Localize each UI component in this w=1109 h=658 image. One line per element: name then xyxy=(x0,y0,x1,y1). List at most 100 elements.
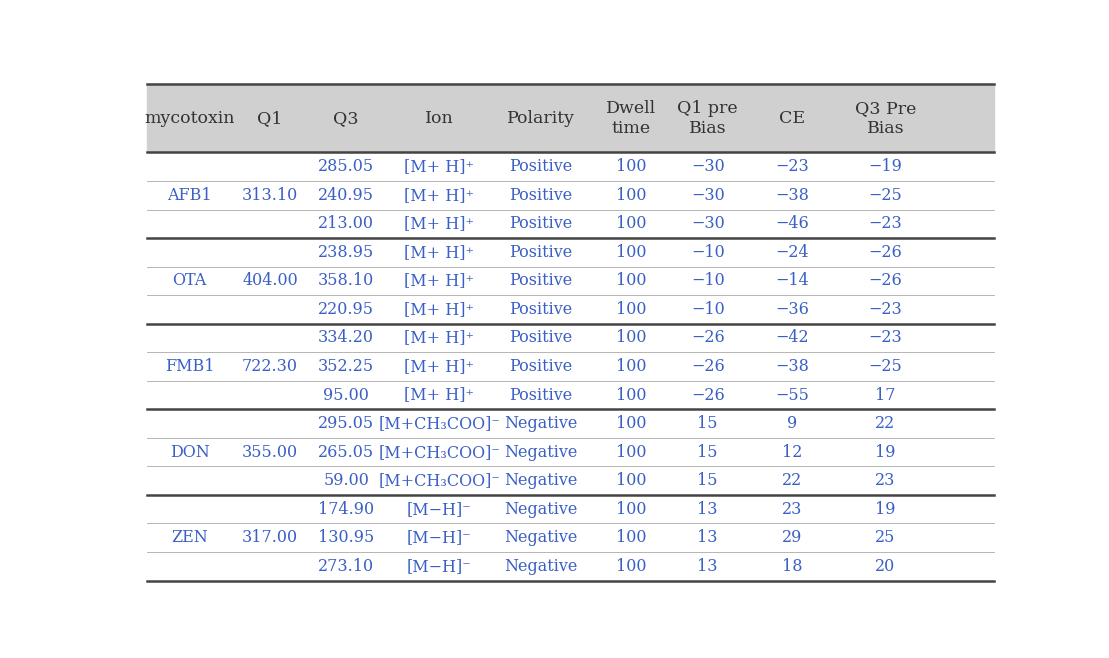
Text: [M+ H]⁺: [M+ H]⁺ xyxy=(405,358,475,375)
Text: Q3 Pre
Bias: Q3 Pre Bias xyxy=(855,100,916,136)
Text: 240.95: 240.95 xyxy=(318,187,374,204)
Text: −30: −30 xyxy=(691,215,724,232)
Text: −14: −14 xyxy=(775,272,810,290)
Text: 18: 18 xyxy=(782,558,803,575)
Text: Q1: Q1 xyxy=(257,110,283,127)
Text: [M+ H]⁺: [M+ H]⁺ xyxy=(405,272,475,290)
Text: −10: −10 xyxy=(691,301,724,318)
Text: 15: 15 xyxy=(698,472,718,489)
Text: 100: 100 xyxy=(617,158,647,175)
Text: 100: 100 xyxy=(617,215,647,232)
Text: DON: DON xyxy=(170,443,210,461)
Text: −38: −38 xyxy=(775,187,810,204)
Text: −24: −24 xyxy=(775,244,810,261)
Text: 220.95: 220.95 xyxy=(318,301,374,318)
Text: 100: 100 xyxy=(617,187,647,204)
Text: 100: 100 xyxy=(617,301,647,318)
Text: [M+CH₃COO]⁻: [M+CH₃COO]⁻ xyxy=(378,443,500,461)
Text: −23: −23 xyxy=(868,301,903,318)
Text: 722.30: 722.30 xyxy=(242,358,298,375)
Text: −25: −25 xyxy=(868,358,903,375)
Text: 213.00: 213.00 xyxy=(318,215,374,232)
Text: Negative: Negative xyxy=(505,415,578,432)
Text: 100: 100 xyxy=(617,358,647,375)
Text: Positive: Positive xyxy=(509,158,572,175)
Text: 13: 13 xyxy=(698,529,718,546)
Text: −10: −10 xyxy=(691,244,724,261)
Text: 25: 25 xyxy=(875,529,896,546)
Text: Negative: Negative xyxy=(505,501,578,518)
Text: 22: 22 xyxy=(875,415,896,432)
Text: Q1 pre
Bias: Q1 pre Bias xyxy=(678,100,737,136)
Text: 295.05: 295.05 xyxy=(318,415,374,432)
Text: [M+ H]⁺: [M+ H]⁺ xyxy=(405,301,475,318)
Text: 352.25: 352.25 xyxy=(318,358,374,375)
Text: [M+CH₃COO]⁻: [M+CH₃COO]⁻ xyxy=(378,472,500,489)
Text: Positive: Positive xyxy=(509,301,572,318)
Text: 100: 100 xyxy=(617,330,647,347)
Text: 285.05: 285.05 xyxy=(318,158,374,175)
Text: 13: 13 xyxy=(698,558,718,575)
Text: 100: 100 xyxy=(617,443,647,461)
Text: 22: 22 xyxy=(782,472,803,489)
Text: −46: −46 xyxy=(775,215,810,232)
Text: −26: −26 xyxy=(868,244,903,261)
Text: Positive: Positive xyxy=(509,215,572,232)
Text: FMB1: FMB1 xyxy=(165,358,214,375)
Text: 23: 23 xyxy=(875,472,896,489)
Text: [M+ H]⁺: [M+ H]⁺ xyxy=(405,244,475,261)
Text: Positive: Positive xyxy=(509,386,572,403)
Bar xyxy=(147,84,994,153)
Text: −19: −19 xyxy=(868,158,903,175)
Text: 9: 9 xyxy=(787,415,797,432)
Text: Positive: Positive xyxy=(509,272,572,290)
Text: 59.00: 59.00 xyxy=(323,472,369,489)
Text: Negative: Negative xyxy=(505,472,578,489)
Text: mycotoxin: mycotoxin xyxy=(144,110,235,127)
Text: 317.00: 317.00 xyxy=(242,529,298,546)
Text: 23: 23 xyxy=(782,501,803,518)
Text: 100: 100 xyxy=(617,472,647,489)
Text: −30: −30 xyxy=(691,187,724,204)
Text: −26: −26 xyxy=(691,386,724,403)
Text: 100: 100 xyxy=(617,529,647,546)
Text: Positive: Positive xyxy=(509,244,572,261)
Text: 100: 100 xyxy=(617,244,647,261)
Text: 12: 12 xyxy=(782,443,803,461)
Text: 355.00: 355.00 xyxy=(242,443,298,461)
Text: −30: −30 xyxy=(691,158,724,175)
Text: 100: 100 xyxy=(617,272,647,290)
Text: [M−H]⁻: [M−H]⁻ xyxy=(407,501,471,518)
Text: 15: 15 xyxy=(698,415,718,432)
Text: Polarity: Polarity xyxy=(507,110,574,127)
Text: 15: 15 xyxy=(698,443,718,461)
Text: [M−H]⁻: [M−H]⁻ xyxy=(407,558,471,575)
Text: 100: 100 xyxy=(617,501,647,518)
Text: Positive: Positive xyxy=(509,187,572,204)
Text: −25: −25 xyxy=(868,187,903,204)
Text: 358.10: 358.10 xyxy=(318,272,375,290)
Text: −26: −26 xyxy=(691,358,724,375)
Text: −23: −23 xyxy=(775,158,810,175)
Text: 174.90: 174.90 xyxy=(318,501,374,518)
Text: 29: 29 xyxy=(782,529,803,546)
Text: AFB1: AFB1 xyxy=(167,187,212,204)
Text: 100: 100 xyxy=(617,415,647,432)
Text: [M+ H]⁺: [M+ H]⁺ xyxy=(405,330,475,347)
Text: −26: −26 xyxy=(868,272,903,290)
Text: Negative: Negative xyxy=(505,558,578,575)
Text: 20: 20 xyxy=(875,558,896,575)
Text: −42: −42 xyxy=(775,330,810,347)
Text: ZEN: ZEN xyxy=(171,529,207,546)
Text: 334.20: 334.20 xyxy=(318,330,374,347)
Text: 100: 100 xyxy=(617,558,647,575)
Text: 13: 13 xyxy=(698,501,718,518)
Text: [M+ H]⁺: [M+ H]⁺ xyxy=(405,386,475,403)
Text: 313.10: 313.10 xyxy=(242,187,298,204)
Text: −55: −55 xyxy=(775,386,810,403)
Text: 19: 19 xyxy=(875,501,896,518)
Text: OTA: OTA xyxy=(172,272,206,290)
Text: 273.10: 273.10 xyxy=(318,558,374,575)
Text: [M+CH₃COO]⁻: [M+CH₃COO]⁻ xyxy=(378,415,500,432)
Text: 19: 19 xyxy=(875,443,896,461)
